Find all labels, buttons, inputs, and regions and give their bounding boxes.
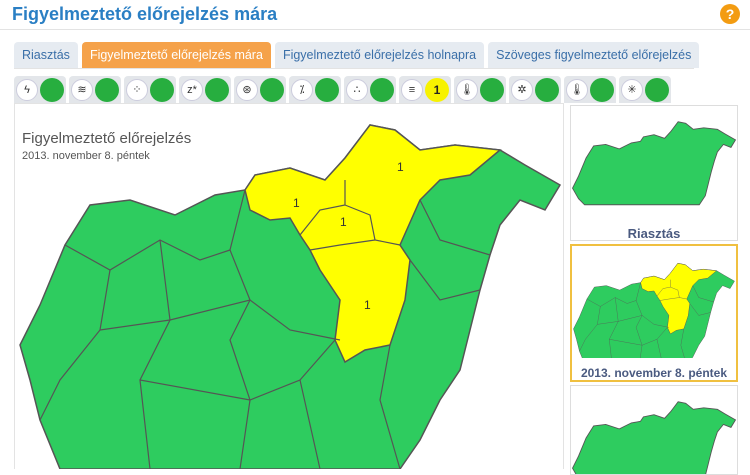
help-button[interactable]: ?: [720, 4, 740, 24]
warning-level-indicator[interactable]: [480, 77, 504, 102]
map-title: Figyelmeztető előrejelzés: [22, 130, 192, 147]
warning-type-rain[interactable]: ⁘: [124, 76, 176, 103]
ice-rain-icon: ⊛: [236, 78, 258, 101]
warning-type-cold[interactable]: 🌡: [454, 76, 506, 103]
map-label: 1: [293, 196, 300, 210]
warning-type-wildfire[interactable]: ✳: [619, 76, 671, 103]
warning-type-snowdrift[interactable]: z*: [179, 76, 231, 103]
wind-icon: ≋: [71, 78, 93, 101]
thumbnail-tomorrow[interactable]: [570, 385, 738, 475]
warning-level-indicator[interactable]: [590, 77, 614, 102]
warning-level-indicator[interactable]: [40, 77, 64, 102]
frost-icon: ✲: [511, 78, 533, 101]
warning-level-indicator[interactable]: [95, 77, 119, 102]
snowdrift-icon: z*: [181, 78, 203, 101]
page-title: Figyelmeztető előrejelzés mára: [12, 4, 278, 24]
warning-type-fog[interactable]: ≡ 1: [399, 76, 451, 103]
cold-icon: 🌡: [456, 78, 478, 101]
tab-text-forecast[interactable]: Szöveges figyelmeztető előrejelzés: [488, 42, 700, 68]
snow-icon: ∴: [346, 78, 368, 101]
warning-level-indicator[interactable]: [150, 77, 174, 102]
map-date: 2013. november 8. péntek: [22, 150, 150, 162]
wildfire-icon: ✳: [621, 78, 643, 101]
tab-alerts[interactable]: Riasztás: [14, 42, 78, 68]
warning-level-indicator[interactable]: [535, 77, 559, 102]
warning-level-indicator[interactable]: [645, 77, 669, 102]
thunderstorm-icon: ϟ: [16, 78, 38, 101]
heat-icon: 🌡: [566, 78, 588, 101]
fog-icon: ≡: [401, 78, 423, 101]
tab-forecast-tomorrow[interactable]: Figyelmeztető előrejelzés holnapra: [274, 42, 485, 68]
warning-level-indicator[interactable]: [315, 77, 339, 102]
hungary-warning-map: 1 1 1 1: [19, 124, 561, 469]
warning-type-freezing-rain[interactable]: ⁒: [289, 76, 341, 103]
map-label: 1: [340, 215, 347, 229]
thumbnail-today[interactable]: 2013. november 8. péntek: [570, 244, 738, 382]
freezing-rain-icon: ⁒: [291, 78, 313, 101]
map-label: 1: [397, 160, 404, 174]
warning-type-heat[interactable]: 🌡: [564, 76, 616, 103]
warning-level-indicator[interactable]: [205, 77, 229, 102]
map-label: 1: [364, 298, 371, 312]
warning-type-ice-rain[interactable]: ⊛: [234, 76, 286, 103]
warning-type-bar: ϟ ≋ ⁘ z* ⊛ ⁒ ∴ ≡ 1 🌡 ✲ 🌡 ✳: [14, 76, 671, 103]
tab-forecast-today[interactable]: Figyelmeztető előrejelzés mára: [81, 42, 271, 68]
warning-type-wind[interactable]: ≋: [69, 76, 121, 103]
map-panel: [14, 103, 564, 469]
divider: [14, 68, 694, 69]
thumbnail-caption: 2013. november 8. péntek: [580, 366, 728, 380]
warning-level-indicator[interactable]: 1: [425, 77, 449, 102]
thumbnail-alerts[interactable]: Riasztás: [570, 105, 738, 241]
warning-type-snow[interactable]: ∴: [344, 76, 396, 103]
divider: [0, 29, 750, 30]
warning-type-frost[interactable]: ✲: [509, 76, 561, 103]
tab-bar: Riasztás Figyelmeztető előrejelzés mára …: [14, 42, 700, 68]
warning-level-indicator[interactable]: [370, 77, 394, 102]
thumbnail-caption: Riasztás: [627, 226, 681, 241]
rain-icon: ⁘: [126, 78, 148, 101]
warning-type-thunderstorm[interactable]: ϟ: [14, 76, 66, 103]
warning-level-indicator[interactable]: [260, 77, 284, 102]
